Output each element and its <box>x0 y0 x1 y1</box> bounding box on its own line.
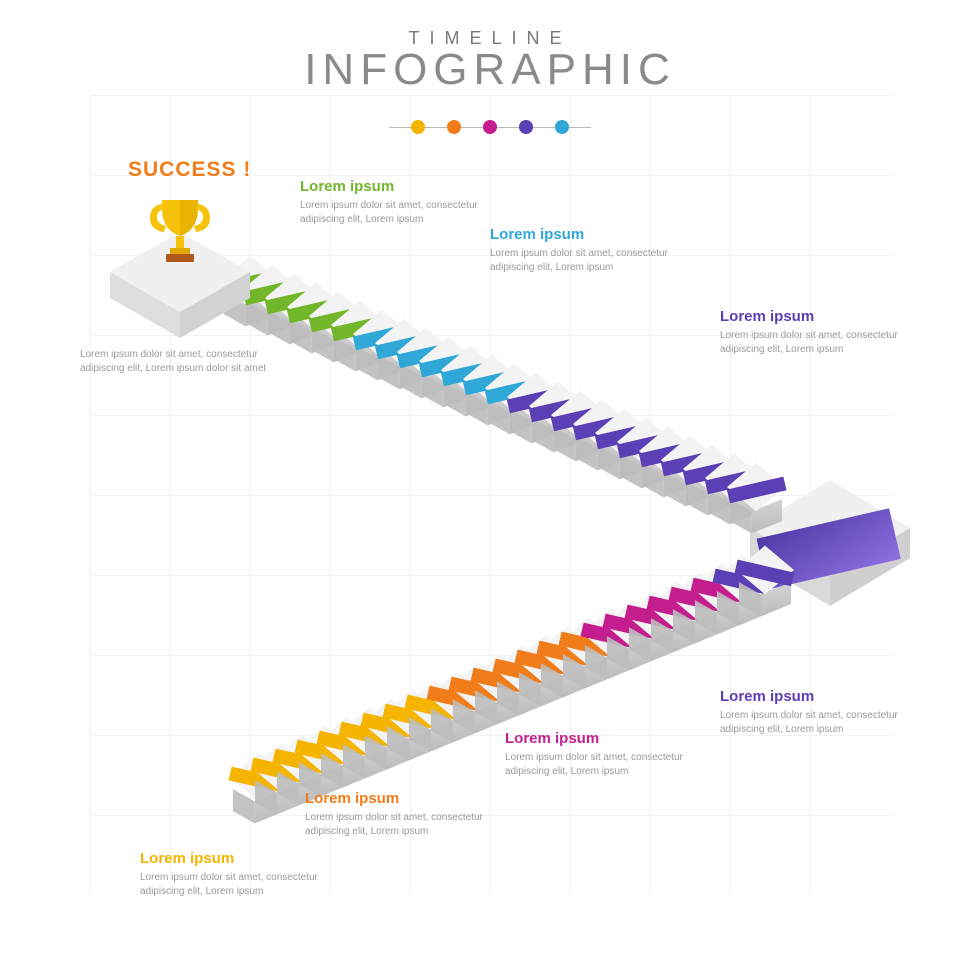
upper-step-label-0: Lorem ipsum Lorem ipsum dolor sit amet, … <box>300 178 490 226</box>
upper-step-label-body: Lorem ipsum dolor sit amet, consectetur … <box>300 199 490 226</box>
lower-step-label-title: Lorem ipsum <box>305 790 495 807</box>
success-label: SUCCESS ! <box>128 158 328 186</box>
lower-step-label-body: Lorem ipsum dolor sit amet, consectetur … <box>720 709 910 736</box>
lower-step-label-3: Lorem ipsum Lorem ipsum dolor sit amet, … <box>140 850 330 898</box>
lower-step-label-title: Lorem ipsum <box>720 688 910 705</box>
success-heading: SUCCESS ! <box>128 158 328 182</box>
upper-step-label-1: Lorem ipsum Lorem ipsum dolor sit amet, … <box>490 226 680 274</box>
lower-step-label-title: Lorem ipsum <box>505 730 695 747</box>
staircase <box>228 546 794 824</box>
platform-caption-text: Lorem ipsum dolor sit amet, consectetur … <box>80 348 290 375</box>
lower-step-label-0: Lorem ipsum Lorem ipsum dolor sit amet, … <box>720 688 910 736</box>
lower-step-label-1: Lorem ipsum Lorem ipsum dolor sit amet, … <box>505 730 695 778</box>
lower-step-label-body: Lorem ipsum dolor sit amet, consectetur … <box>140 871 330 898</box>
lower-step-label-body: Lorem ipsum dolor sit amet, consectetur … <box>305 811 495 838</box>
staircase <box>221 256 787 534</box>
upper-step-label-2: Lorem ipsum Lorem ipsum dolor sit amet, … <box>720 308 910 356</box>
lower-step-label-title: Lorem ipsum <box>140 850 330 867</box>
upper-step-label-body: Lorem ipsum dolor sit amet, consectetur … <box>720 329 910 356</box>
upper-step-label-body: Lorem ipsum dolor sit amet, consectetur … <box>490 247 680 274</box>
lower-step-label-body: Lorem ipsum dolor sit amet, consectetur … <box>505 751 695 778</box>
upper-step-label-title: Lorem ipsum <box>300 178 490 195</box>
lower-step-label-2: Lorem ipsum Lorem ipsum dolor sit amet, … <box>305 790 495 838</box>
upper-step-label-title: Lorem ipsum <box>720 308 910 325</box>
platform-caption: Lorem ipsum dolor sit amet, consectetur … <box>80 348 290 375</box>
upper-step-label-title: Lorem ipsum <box>490 226 680 243</box>
